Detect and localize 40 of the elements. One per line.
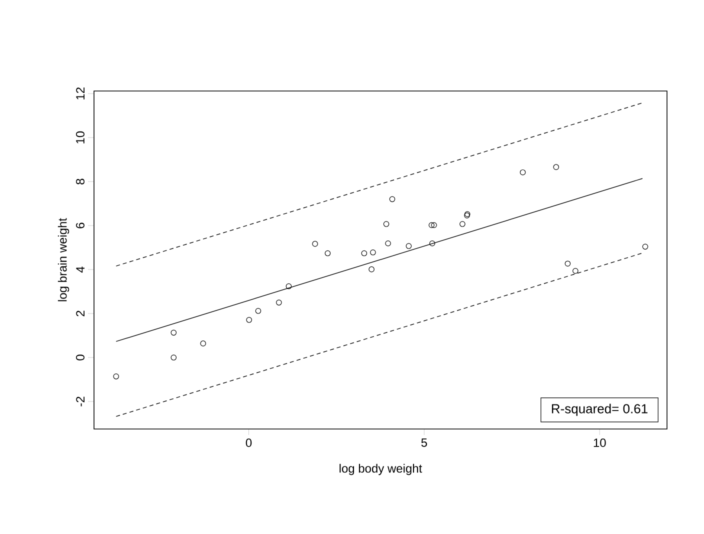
y-tick-label: 2 <box>76 310 84 316</box>
point <box>361 250 368 256</box>
y-tick-label: 4 <box>76 266 84 273</box>
point <box>276 300 282 306</box>
point <box>385 240 391 246</box>
point <box>370 250 376 256</box>
point <box>572 268 578 274</box>
point <box>389 196 396 202</box>
y-tick-label: 8 <box>76 178 84 184</box>
y-tick-label: 10 <box>76 131 84 144</box>
point <box>324 250 331 256</box>
annotation: R-squared= 0.61 <box>552 404 648 416</box>
point <box>286 283 292 290</box>
point <box>520 169 526 176</box>
y-tick-label: 6 <box>76 222 84 228</box>
point <box>406 243 412 249</box>
point <box>428 222 434 228</box>
x-tick-label: 10 <box>594 438 606 448</box>
point <box>200 340 206 346</box>
point <box>553 164 560 170</box>
y-axis-title: log brain weight <box>58 218 70 302</box>
point <box>368 266 374 272</box>
point <box>460 221 466 227</box>
y-tick-label: 0 <box>76 354 84 360</box>
point <box>246 317 252 323</box>
y-tick-label: 12 <box>76 88 84 100</box>
point <box>170 330 177 336</box>
point <box>564 260 571 267</box>
point <box>170 354 177 360</box>
x-tick-label: 5 <box>421 438 428 447</box>
x-axis-title: log body weight <box>340 464 422 476</box>
point <box>113 374 120 380</box>
point <box>431 222 437 228</box>
point <box>383 221 390 227</box>
point <box>255 308 262 314</box>
x-tick-label: 0 <box>246 438 252 448</box>
point <box>642 244 648 250</box>
y-tick-label: -2 <box>76 396 84 406</box>
point <box>312 240 318 247</box>
point <box>429 240 436 246</box>
